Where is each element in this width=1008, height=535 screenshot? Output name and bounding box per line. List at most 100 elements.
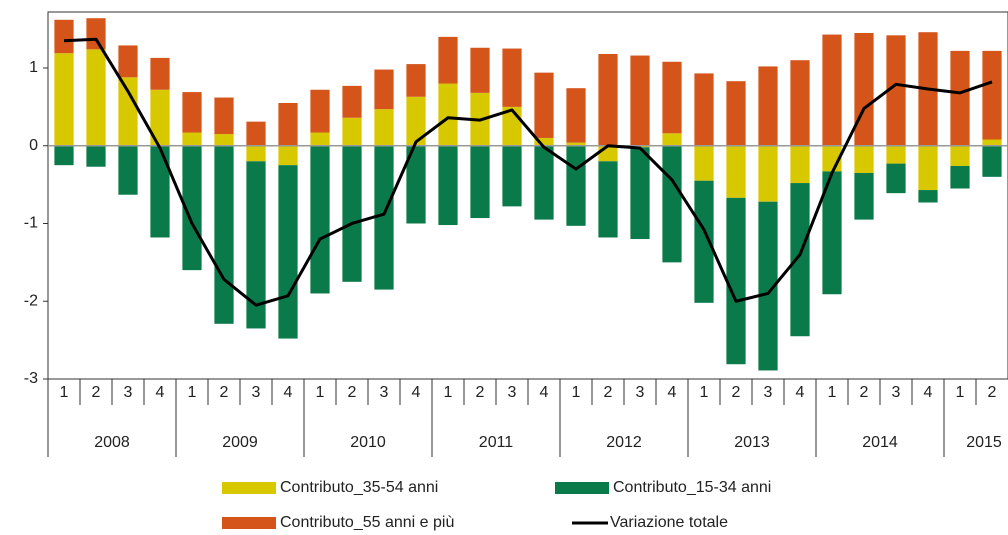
x-tick-label: 4: [284, 384, 293, 401]
bar: [950, 165, 970, 189]
x-tick-label: 2: [604, 384, 613, 401]
bar: [566, 145, 586, 226]
bar: [534, 72, 554, 138]
bar: [726, 145, 746, 198]
y-tick-label: -3: [24, 370, 38, 387]
bar: [86, 145, 106, 167]
bar: [118, 77, 138, 146]
x-tick-label: 2: [732, 384, 741, 401]
bar: [150, 89, 170, 146]
x-tick-label: 3: [764, 384, 773, 401]
bar: [118, 45, 138, 78]
bar: [246, 145, 266, 162]
legend-label: Variazione totale: [610, 514, 728, 531]
bar: [54, 19, 74, 54]
x-tick-label: 1: [572, 384, 581, 401]
bar: [790, 183, 810, 337]
bar: [310, 132, 330, 146]
bar: [342, 145, 362, 282]
bar: [406, 64, 426, 97]
bar: [246, 121, 266, 146]
bar: [758, 66, 778, 146]
y-tick-label: -2: [24, 292, 38, 309]
legend-label: Contributo_15-34 anni: [613, 479, 771, 496]
x-tick-label: 2: [476, 384, 485, 401]
bar: [886, 35, 906, 146]
x-tick-label: 4: [924, 384, 933, 401]
bar: [502, 48, 522, 107]
bar: [694, 180, 714, 303]
bar: [278, 145, 298, 166]
legend-swatch: [222, 482, 276, 494]
bar: [406, 96, 426, 146]
bar: [310, 145, 330, 294]
bar: [54, 145, 74, 166]
bar: [630, 145, 650, 148]
bar: [86, 18, 106, 50]
bar: [950, 50, 970, 146]
x-tick-label: 2: [220, 384, 229, 401]
x-tick-label: 3: [508, 384, 517, 401]
bar: [630, 147, 650, 240]
legend-swatch: [555, 482, 609, 494]
bar: [918, 145, 938, 191]
bar: [502, 145, 522, 207]
bar: [214, 97, 234, 135]
x-tick-label: 3: [252, 384, 261, 401]
bar: [118, 145, 138, 195]
bar: [374, 145, 394, 290]
x-tick-label: 3: [124, 384, 133, 401]
bar: [598, 53, 618, 146]
x-tick-label: 4: [796, 384, 805, 401]
bar: [278, 102, 298, 146]
bar: [566, 142, 586, 146]
x-tick-label: 4: [668, 384, 677, 401]
x-tick-label: 2: [92, 384, 101, 401]
x-tick-label: 4: [156, 384, 165, 401]
x-tick-label: 1: [700, 384, 709, 401]
bar: [854, 32, 874, 146]
year-label: 2015: [966, 434, 1002, 451]
legend-swatch: [222, 517, 276, 529]
bar: [54, 53, 74, 146]
bar: [822, 34, 842, 146]
bar: [790, 145, 810, 184]
bar: [886, 145, 906, 164]
year-label: 2014: [862, 434, 898, 451]
bar: [150, 145, 170, 238]
legend-label: Contributo_35-54 anni: [280, 479, 438, 496]
bar: [470, 47, 490, 93]
bar: [950, 145, 970, 166]
x-tick-label: 1: [188, 384, 197, 401]
x-tick-label: 4: [540, 384, 549, 401]
x-tick-label: 1: [444, 384, 453, 401]
x-tick-label: 3: [380, 384, 389, 401]
x-tick-label: 2: [860, 384, 869, 401]
total-line: [63, 37, 993, 307]
y-tick-label: 1: [29, 59, 38, 76]
bar: [150, 57, 170, 90]
bar: [374, 69, 394, 110]
bar: [278, 165, 298, 339]
y-tick-label: 0: [29, 137, 38, 154]
bar: [310, 89, 330, 133]
x-tick-label: 3: [636, 384, 645, 401]
year-label: 2011: [479, 434, 514, 451]
bar: [374, 109, 394, 146]
bar: [438, 145, 458, 226]
year-label: 2010: [350, 434, 386, 451]
bar: [726, 81, 746, 146]
bar: [182, 92, 202, 133]
bar: [182, 132, 202, 146]
bar: [758, 201, 778, 371]
bar: [214, 145, 234, 324]
bar: [246, 161, 266, 329]
bar: [662, 133, 682, 146]
bar: [854, 172, 874, 220]
year-label: 2008: [94, 434, 130, 451]
bar: [982, 50, 1002, 140]
bar: [630, 55, 650, 146]
x-tick-label: 2: [348, 384, 357, 401]
bar: [438, 36, 458, 84]
